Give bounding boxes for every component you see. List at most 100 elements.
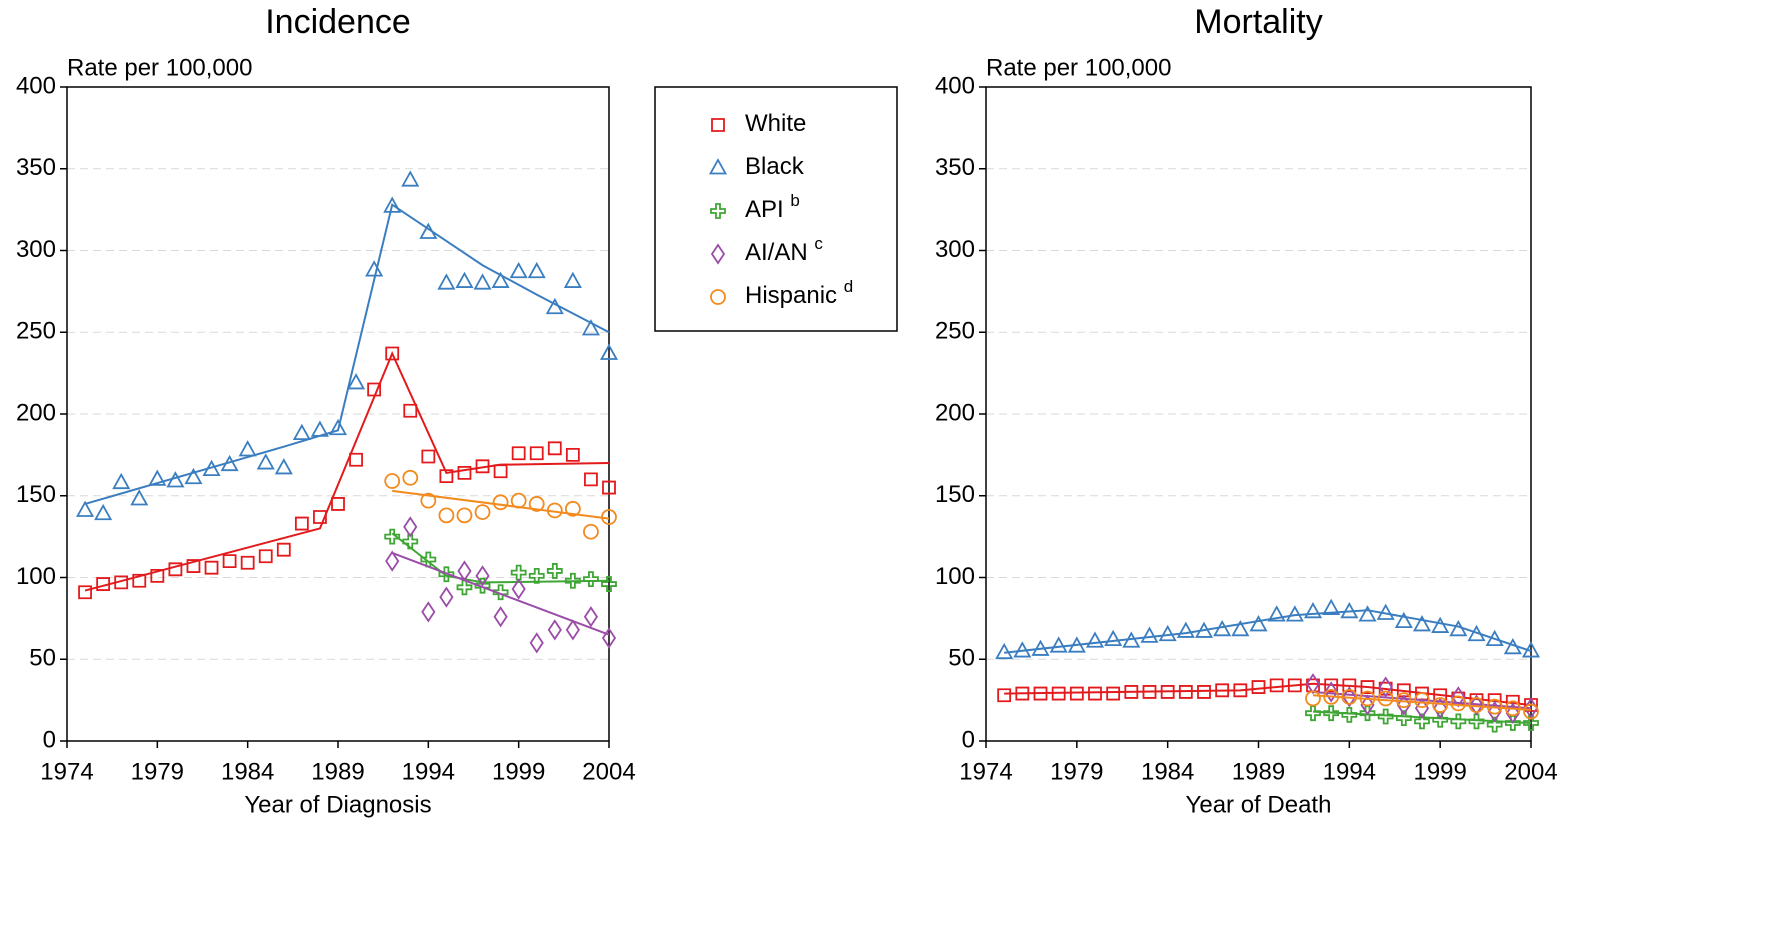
y-tick-label: 300 — [16, 236, 56, 263]
data-point — [419, 222, 438, 239]
data-point — [1033, 686, 1048, 701]
data-point — [1104, 629, 1123, 647]
data-point — [1305, 705, 1321, 722]
y-tick-label: 350 — [16, 154, 56, 181]
data-point — [1106, 686, 1121, 701]
trend-line — [391, 552, 610, 636]
data-point — [1251, 680, 1266, 694]
data-point — [457, 560, 472, 582]
trend-line — [84, 350, 610, 592]
legend-label: White — [745, 110, 806, 137]
x-axis-label: Year of Death — [1186, 791, 1332, 818]
data-point — [76, 500, 95, 517]
legend-label: API b — [745, 191, 800, 223]
data-point — [1505, 702, 1520, 724]
data-point — [527, 261, 546, 279]
x-tick-label: 1984 — [1141, 758, 1194, 785]
y-tick-label: 250 — [16, 318, 56, 345]
data-point — [510, 492, 527, 509]
data-point — [1360, 680, 1375, 694]
data-point — [565, 447, 580, 462]
data-point — [1504, 700, 1521, 717]
data-point — [511, 446, 526, 461]
data-point — [1433, 697, 1448, 719]
data-point — [1521, 641, 1541, 658]
data-point — [421, 601, 436, 623]
data-point — [601, 509, 617, 525]
data-point — [583, 523, 599, 540]
y-tick-label: 400 — [935, 72, 975, 99]
data-point — [474, 504, 491, 520]
y-tick-label: 50 — [29, 645, 56, 672]
data-point — [150, 568, 165, 583]
data-point — [166, 471, 185, 488]
legend-label: Black — [745, 153, 805, 180]
data-point — [385, 550, 400, 572]
data-point — [437, 273, 456, 290]
data-point — [599, 343, 619, 360]
data-point — [184, 467, 203, 485]
data-point — [602, 480, 616, 495]
data-point — [1523, 703, 1539, 720]
data-point — [274, 458, 293, 475]
y-tick-label: 100 — [935, 563, 975, 590]
data-point — [1342, 686, 1357, 708]
data-point — [385, 346, 400, 361]
legend-note: b — [790, 191, 799, 210]
plot-frame — [985, 86, 1532, 742]
data-point — [1160, 685, 1175, 699]
data-point — [367, 382, 382, 397]
y-tick-label: 350 — [935, 154, 975, 181]
data-point — [96, 577, 111, 591]
data-point — [1358, 605, 1377, 622]
data-point — [331, 497, 345, 511]
data-point — [528, 496, 545, 512]
data-point — [114, 575, 129, 590]
data-point — [383, 196, 402, 213]
data-point — [112, 472, 131, 490]
data-point — [220, 454, 239, 472]
trend-line — [392, 489, 610, 520]
data-point — [403, 516, 418, 538]
data-point — [563, 271, 582, 288]
data-point — [1323, 688, 1340, 705]
data-point — [1124, 685, 1139, 699]
data-point — [1394, 611, 1413, 629]
data-point — [1485, 629, 1504, 647]
data-point — [1449, 619, 1468, 637]
data-point — [564, 572, 581, 589]
data-point — [1486, 716, 1503, 733]
data-point — [402, 533, 419, 550]
data-point — [1322, 598, 1341, 615]
data-point — [438, 507, 455, 524]
data-point — [94, 503, 113, 521]
data-point — [545, 297, 564, 315]
legend-note: d — [844, 277, 853, 296]
data-point — [365, 260, 384, 277]
y-axis-label: Rate per 100,000 — [67, 54, 252, 81]
data-point — [1178, 685, 1193, 699]
y-tick-label: 100 — [16, 563, 56, 590]
legend-label: Hispanic d — [745, 277, 853, 309]
x-tick-label: 2004 — [1504, 758, 1557, 785]
data-point — [238, 440, 257, 457]
data-point — [1051, 686, 1066, 701]
data-point — [1523, 715, 1539, 731]
data-point — [1303, 601, 1323, 619]
data-point — [1467, 624, 1486, 642]
data-point — [510, 564, 527, 581]
y-tick-label: 200 — [16, 399, 56, 426]
x-tick-label: 1994 — [1323, 758, 1376, 785]
data-point — [1305, 673, 1321, 695]
data-point — [349, 452, 363, 467]
legend-marker — [710, 203, 726, 219]
data-point — [1504, 715, 1521, 731]
data-point — [511, 578, 526, 600]
data-point — [148, 469, 167, 486]
chart-title: Mortality — [1194, 3, 1322, 41]
data-point — [1412, 615, 1432, 632]
chart-title: Incidence — [265, 3, 411, 41]
data-point — [1486, 698, 1503, 715]
data-point — [204, 560, 219, 575]
